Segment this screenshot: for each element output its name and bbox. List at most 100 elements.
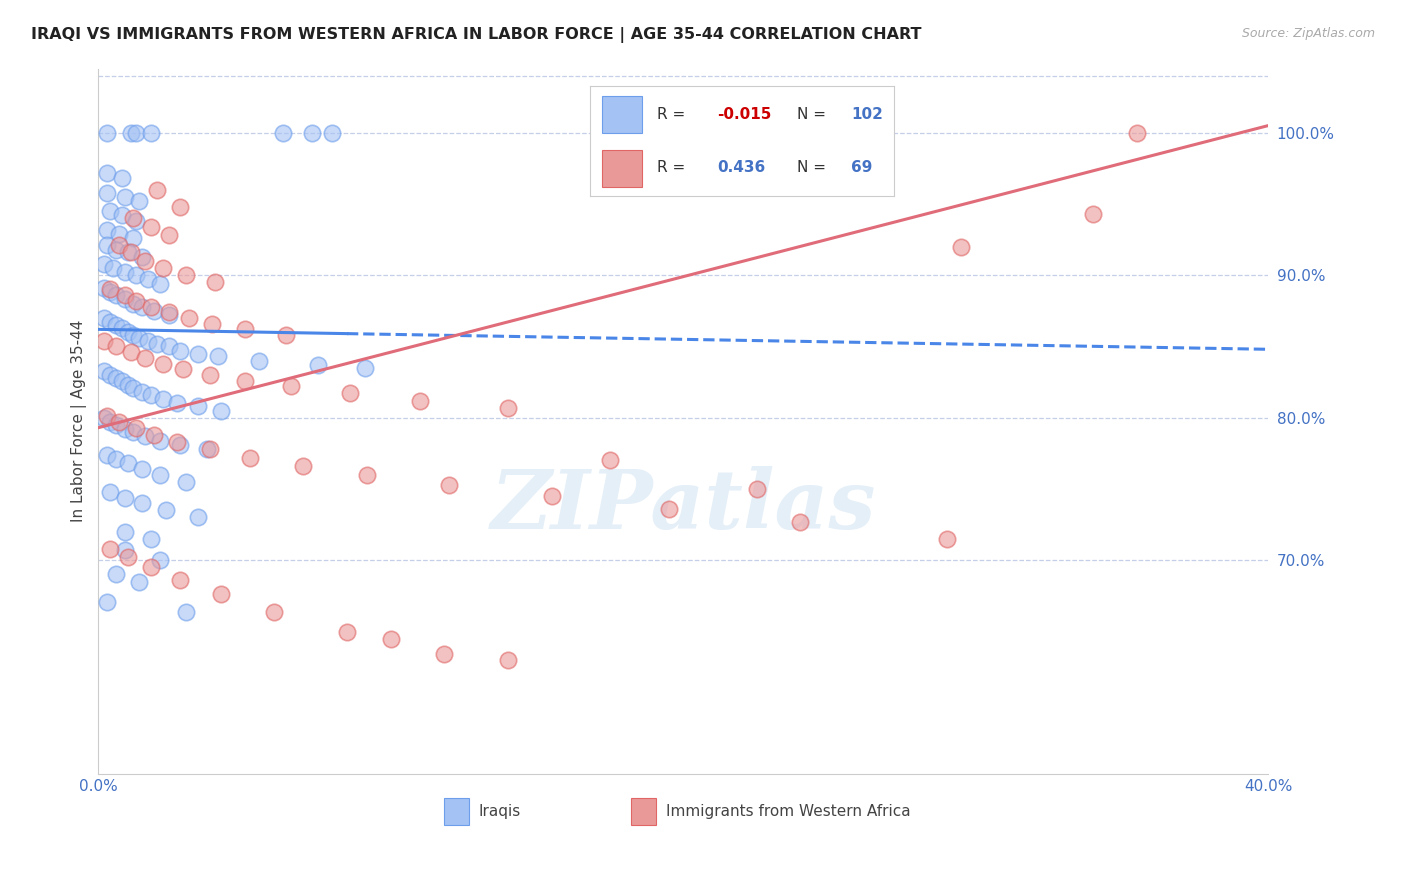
Point <box>108 415 131 429</box>
Point <box>131 300 153 314</box>
Point <box>789 515 811 529</box>
Point <box>380 632 402 646</box>
Point <box>209 403 232 417</box>
FancyBboxPatch shape <box>443 798 470 825</box>
Point <box>117 456 139 470</box>
Point <box>187 400 209 414</box>
Point <box>658 502 681 516</box>
Point <box>198 368 221 382</box>
Point <box>98 368 121 382</box>
Point <box>131 462 153 476</box>
Point <box>139 560 162 574</box>
Point <box>114 543 136 558</box>
Point <box>146 183 169 197</box>
Point <box>93 410 115 425</box>
Point <box>321 126 343 140</box>
Point <box>111 321 134 335</box>
Point <box>120 245 142 260</box>
Point <box>745 482 768 496</box>
Point <box>125 420 148 434</box>
Point <box>98 415 121 429</box>
Point <box>209 587 232 601</box>
Point <box>134 254 156 268</box>
Point <box>177 310 200 325</box>
Point <box>139 300 162 314</box>
Point <box>98 484 121 499</box>
Point <box>104 339 127 353</box>
Point <box>104 288 127 302</box>
Text: ZIPatlas: ZIPatlas <box>491 466 876 546</box>
Point <box>122 296 145 310</box>
Point <box>207 350 229 364</box>
Point <box>120 345 142 359</box>
Point <box>204 275 226 289</box>
Point <box>128 574 150 589</box>
Point <box>125 293 148 308</box>
Point <box>187 346 209 360</box>
Point <box>1126 126 1149 140</box>
Y-axis label: In Labor Force | Age 35-44: In Labor Force | Age 35-44 <box>72 320 87 523</box>
Point <box>201 317 224 331</box>
Point <box>111 374 134 388</box>
Point <box>195 442 218 456</box>
Point <box>98 541 121 556</box>
Point <box>96 126 118 140</box>
Point <box>114 190 136 204</box>
Point <box>134 429 156 443</box>
Point <box>169 200 191 214</box>
Point <box>139 219 162 234</box>
Point <box>155 503 177 517</box>
Point <box>1081 207 1104 221</box>
Point <box>292 459 315 474</box>
Point <box>540 489 562 503</box>
Point <box>125 126 148 140</box>
Point <box>280 379 302 393</box>
Point <box>166 396 188 410</box>
Point <box>157 339 180 353</box>
Point <box>247 353 270 368</box>
Point <box>233 322 256 336</box>
Text: Iraqis: Iraqis <box>478 804 520 819</box>
Point <box>157 305 180 319</box>
Point <box>356 467 378 482</box>
Point <box>139 388 162 402</box>
Point <box>142 427 165 442</box>
Point <box>104 371 127 385</box>
Point <box>96 448 118 462</box>
Text: IRAQI VS IMMIGRANTS FROM WESTERN AFRICA IN LABOR FORCE | AGE 35-44 CORRELATION C: IRAQI VS IMMIGRANTS FROM WESTERN AFRICA … <box>31 27 921 43</box>
Point <box>496 653 519 667</box>
Point <box>114 288 136 302</box>
Point <box>134 351 156 365</box>
Point <box>432 648 454 662</box>
Point <box>104 567 127 582</box>
Point <box>131 385 153 400</box>
Point <box>96 594 118 608</box>
Point <box>233 374 256 388</box>
Point <box>149 467 172 482</box>
Point <box>93 310 115 325</box>
Point <box>128 331 150 345</box>
Point <box>152 392 174 407</box>
Point <box>104 452 127 467</box>
Point <box>108 227 131 241</box>
Point <box>271 126 294 140</box>
Point <box>136 272 159 286</box>
Point <box>174 268 197 283</box>
Point <box>120 126 142 140</box>
Point <box>496 401 519 415</box>
FancyBboxPatch shape <box>631 798 657 825</box>
Point <box>93 257 115 271</box>
Point <box>146 336 169 351</box>
Point <box>174 475 197 489</box>
Point <box>93 364 115 378</box>
Point <box>98 282 121 296</box>
Point <box>125 268 148 283</box>
Point <box>139 532 162 546</box>
Point <box>157 228 180 243</box>
Point <box>122 328 145 343</box>
Point <box>104 417 127 432</box>
Point <box>114 422 136 436</box>
Point <box>950 240 973 254</box>
Point <box>339 386 361 401</box>
Point <box>98 315 121 329</box>
